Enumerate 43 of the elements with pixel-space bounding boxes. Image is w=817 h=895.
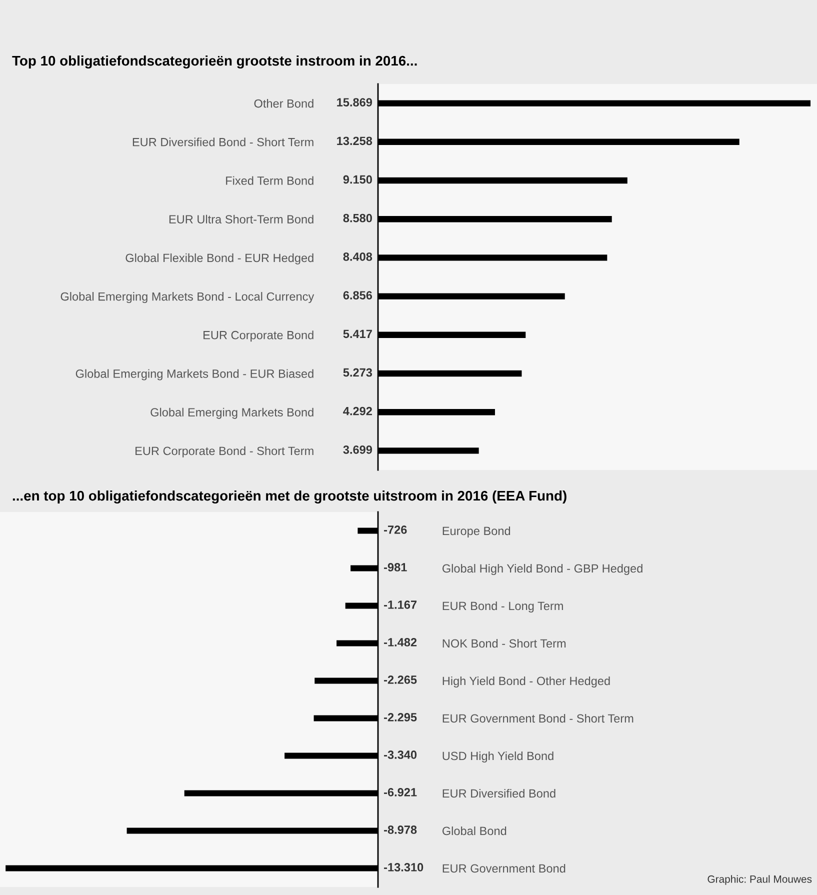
y-tick-label: EUR Corporate Bond - Short Term [136,446,314,458]
data-label: 6.856 [343,291,372,300]
data-label: -2.295 [384,713,417,722]
data-label: 5.417 [343,330,372,338]
data-label: 5.273 [343,368,372,377]
y-tick-label: Global High Yield Bond - GBP Hedged [442,564,642,575]
data-label: -8.978 [384,826,417,834]
y-tick-label: Global Bond [442,826,506,836]
y-tick-label: Global Emerging Markets Bond [150,408,314,419]
y-tick-label: EUR Diversified Bond - Short Term [132,138,314,146]
chart-title: ...en top 10 obligatiefondscategorieën met de grootste uitstroom in 2016 (EEA Fund) [12,490,566,504]
y-tick-label: Fixed Term Bond [226,176,314,185]
data-label: -726 [384,526,407,534]
y-tick-label: EUR Government Bond [442,864,566,873]
data-label: 8.408 [343,252,372,261]
y-tick-label: EUR Diversified Bond [442,788,556,798]
y-tick-label: Europe Bond [442,526,510,538]
data-label: -1.167 [384,600,417,609]
data-label: 15.869 [337,98,372,106]
text: Graphic: Paul Mouwes [708,875,812,885]
y-tick-label: EUR Ultra Short-Term Bond [169,214,314,224]
data-label: 9.150 [343,175,372,184]
data-label: -6.921 [384,788,417,796]
y-tick-label: Global Flexible Bond - EUR Hedged [126,253,314,264]
data-label: -2.265 [384,676,417,684]
data-label: 13.258 [337,136,372,146]
data-label: 3.699 [343,446,372,454]
y-tick-label: USD High Yield Bond [442,751,554,762]
text: Top 10 obligatiefondscategorieën grootste instroom in 2016... [12,55,417,69]
data-label: 8.580 [343,214,372,222]
y-tick-label: Other Bond [254,99,314,108]
y-tick-label: EUR Corporate Bond [204,330,314,342]
data-label: -1.482 [384,638,417,646]
y-tick-label: EUR Bond - Long Term [442,601,563,612]
data-label: -13.310 [384,863,424,872]
y-tick-label: EUR Government Bond - Short Term [442,714,634,723]
data-label: -3.340 [384,750,417,759]
y-tick-label: NOK Bond - Short Term [442,638,566,648]
data-label: -981 [384,563,407,572]
y-tick-label: Global Emerging Markets Bond - EUR Biased [76,369,314,380]
y-tick-label: Global Emerging Markets Bond - Local Currency [60,292,314,304]
data-label: 4.292 [343,406,372,416]
y-tick-label: High Yield Bond - Other Hedged [442,676,610,688]
